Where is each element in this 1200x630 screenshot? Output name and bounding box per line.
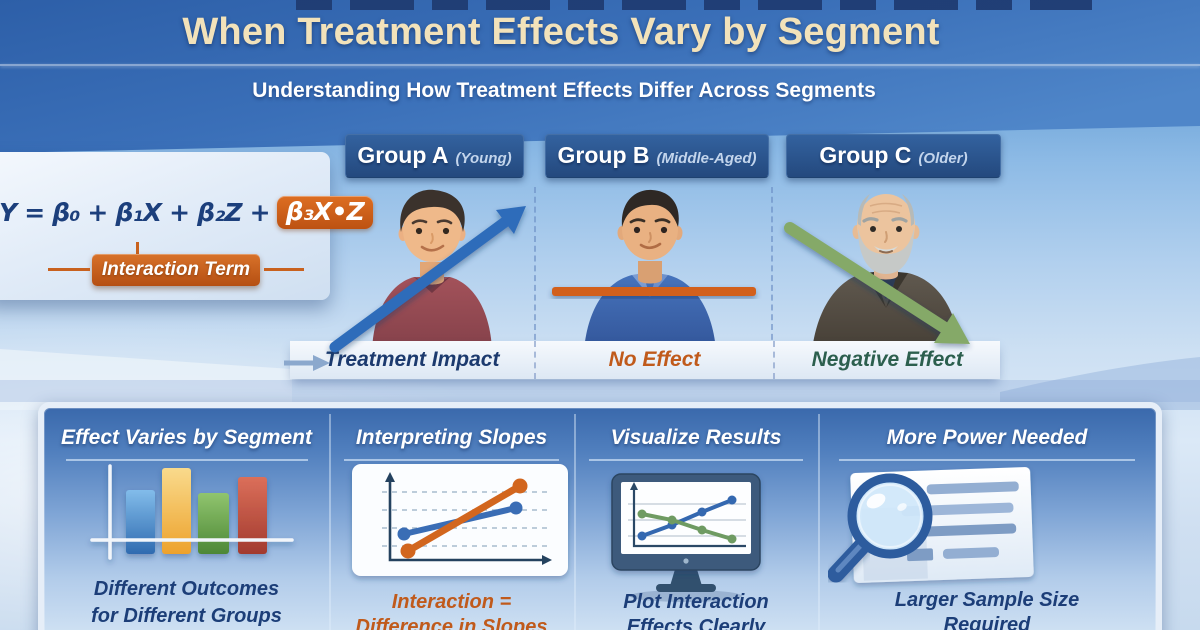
card-title-interpreting-slopes: Interpreting Slopes bbox=[355, 426, 548, 449]
panel-divider bbox=[818, 414, 820, 630]
formula-connector-line bbox=[136, 242, 139, 255]
header-band bbox=[0, 0, 1200, 153]
group-b-qualifier: (Middle-Aged) bbox=[656, 150, 757, 167]
young-person-avatar bbox=[372, 189, 492, 350]
group-b-effect-caption: No Effect bbox=[536, 341, 775, 379]
card-caption: Larger Sample Size bbox=[894, 589, 1080, 611]
group-b-header: Group B (Middle-Aged) bbox=[545, 134, 769, 178]
panel-divider bbox=[329, 414, 331, 630]
summary-panel: Effect Varies by Segment Interpreting Sl… bbox=[38, 402, 1162, 630]
column-divider bbox=[534, 187, 536, 379]
card-caption: Different Outcomes bbox=[93, 578, 280, 600]
group-c-header: Group C (Older) bbox=[786, 134, 1001, 178]
group-c-qualifier: (Older) bbox=[918, 150, 968, 167]
slope-chart-icon bbox=[352, 464, 568, 576]
title-underline bbox=[589, 459, 803, 461]
card-caption: Interaction = bbox=[391, 591, 512, 613]
title-underline bbox=[66, 459, 308, 461]
group-b-name: Group B bbox=[557, 142, 650, 168]
card-caption: Difference in Slopes bbox=[355, 616, 548, 630]
card-caption: for Different Groups bbox=[91, 605, 282, 627]
card-title-effect-varies: Effect Varies by Segment bbox=[61, 426, 312, 449]
older-person-avatar bbox=[812, 194, 960, 350]
card-title-more-power: More Power Needed bbox=[886, 426, 1088, 449]
middle-aged-person-avatar bbox=[584, 189, 716, 350]
page-subtitle: Understanding How Treatment Effects Diff… bbox=[252, 79, 876, 102]
interaction-term-label: Interaction Term bbox=[92, 254, 260, 286]
column-divider bbox=[771, 187, 773, 379]
page-title: When Treatment Effects Vary by Segment bbox=[182, 11, 940, 53]
group-a-effect-caption: Treatment Impact bbox=[290, 341, 537, 379]
card-title-visualize-results: Visualize Results bbox=[610, 426, 782, 449]
group-c-name: Group C bbox=[819, 142, 912, 168]
group-a-name: Group A bbox=[357, 142, 449, 168]
title-underline bbox=[344, 459, 559, 461]
effect-caption-strip: Treatment Impact No Effect Negative Effe… bbox=[290, 341, 1000, 379]
panel-divider bbox=[574, 414, 576, 630]
group-a-qualifier: (Young) bbox=[455, 150, 512, 167]
card-caption: Required bbox=[943, 614, 1031, 630]
header-divider-line bbox=[0, 64, 1200, 66]
title-underline bbox=[839, 459, 1135, 461]
formula-base: Y = β₀ + β₁X + β₂Z + bbox=[0, 198, 271, 227]
group-c-effect-caption: Negative Effect bbox=[811, 348, 963, 371]
background-waves bbox=[0, 349, 1200, 410]
card-caption: Effects Clearly bbox=[626, 616, 766, 630]
card-caption: Plot Interaction bbox=[623, 591, 769, 613]
magnifier-document-icon bbox=[827, 467, 1034, 583]
regression-formula: Y = β₀ + β₁X + β₂Z + β₃X•Z bbox=[0, 196, 373, 229]
banner-side-line bbox=[264, 268, 304, 271]
group-a-header: Group A (Young) bbox=[345, 134, 524, 178]
cropped-text-remnant bbox=[296, 0, 1092, 10]
bar-chart-icon bbox=[90, 464, 294, 560]
monitor-chart-icon bbox=[611, 473, 761, 602]
formula-panel: Y = β₀ + β₁X + β₂Z + β₃X•Z Interaction T… bbox=[0, 152, 373, 300]
banner-side-line bbox=[48, 268, 90, 271]
